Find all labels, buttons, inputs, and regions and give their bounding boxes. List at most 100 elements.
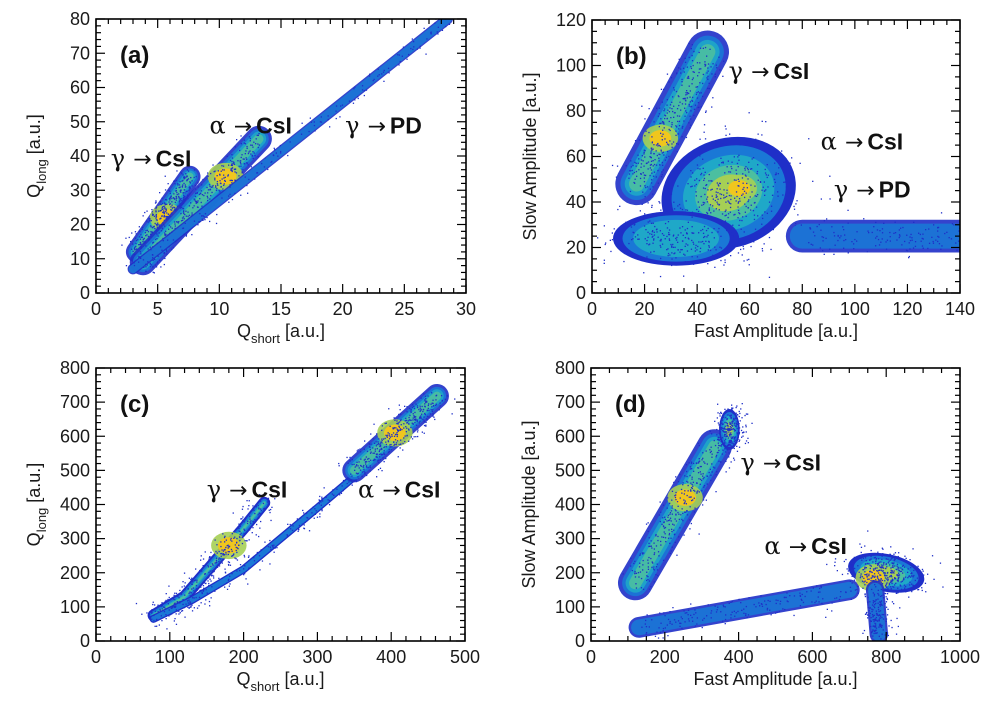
data-point bbox=[133, 253, 135, 256]
data-point bbox=[912, 548, 914, 550]
data-point bbox=[743, 608, 745, 610]
data-point bbox=[246, 522, 249, 525]
data-point bbox=[880, 566, 882, 568]
data-point bbox=[155, 266, 158, 268]
data-point bbox=[797, 214, 799, 216]
data-point bbox=[287, 523, 289, 525]
data-point bbox=[750, 245, 752, 248]
data-point bbox=[694, 625, 697, 627]
data-point bbox=[666, 227, 669, 229]
data-point bbox=[739, 439, 741, 441]
data-point bbox=[696, 617, 698, 619]
data-point bbox=[717, 403, 719, 405]
data-point bbox=[425, 401, 427, 404]
data-point bbox=[669, 611, 671, 613]
data-point bbox=[673, 112, 676, 114]
data-point bbox=[338, 465, 340, 467]
data-point bbox=[722, 161, 724, 163]
data-point bbox=[652, 148, 654, 150]
data-point bbox=[191, 610, 194, 612]
data-point bbox=[686, 112, 688, 114]
data-point bbox=[643, 552, 645, 554]
data-point bbox=[416, 419, 418, 421]
data-point bbox=[639, 554, 641, 556]
data-point bbox=[417, 429, 419, 431]
data-point bbox=[881, 564, 883, 566]
data-point bbox=[219, 174, 221, 176]
data-point bbox=[737, 252, 740, 254]
data-point bbox=[889, 231, 891, 234]
data-point bbox=[893, 603, 895, 605]
data-point bbox=[152, 242, 154, 244]
data-point bbox=[423, 393, 425, 395]
data-point bbox=[707, 70, 709, 72]
data-point bbox=[192, 580, 194, 582]
y-tick-label: 500 bbox=[555, 460, 585, 480]
data-point bbox=[257, 134, 259, 136]
data-point bbox=[834, 558, 837, 560]
data-point bbox=[187, 170, 190, 172]
data-point bbox=[231, 555, 234, 557]
data-point bbox=[156, 224, 158, 227]
data-point bbox=[186, 180, 188, 182]
data-point bbox=[918, 588, 920, 591]
data-point bbox=[744, 211, 746, 213]
data-point bbox=[219, 180, 221, 182]
data-point bbox=[674, 518, 676, 520]
data-point bbox=[149, 262, 151, 264]
data-point bbox=[870, 620, 872, 622]
data-point bbox=[157, 255, 159, 257]
data-point bbox=[200, 586, 202, 588]
data-point bbox=[625, 165, 627, 167]
data-point bbox=[174, 599, 176, 601]
data-point bbox=[647, 578, 649, 581]
data-point bbox=[238, 175, 240, 177]
data-point bbox=[365, 461, 367, 463]
data-point bbox=[145, 229, 147, 232]
data-point bbox=[396, 428, 398, 430]
data-point bbox=[881, 633, 883, 635]
data-point bbox=[679, 473, 681, 476]
data-point bbox=[686, 209, 689, 211]
data-point bbox=[251, 532, 253, 534]
data-point bbox=[189, 606, 191, 608]
data-point bbox=[638, 576, 640, 578]
data-point bbox=[640, 166, 642, 168]
data-point bbox=[228, 164, 230, 166]
data-point bbox=[713, 141, 716, 143]
data-point bbox=[701, 626, 703, 629]
data-point bbox=[253, 557, 255, 559]
data-point bbox=[155, 213, 157, 216]
data-point bbox=[738, 154, 740, 156]
data-point bbox=[380, 454, 382, 456]
data-point bbox=[686, 494, 688, 497]
data-point bbox=[761, 605, 764, 607]
data-point bbox=[711, 195, 713, 197]
data-point bbox=[150, 225, 152, 227]
data-point bbox=[214, 590, 216, 592]
data-point bbox=[359, 448, 361, 450]
data-point bbox=[678, 115, 681, 117]
data-point bbox=[887, 571, 889, 574]
data-point bbox=[738, 423, 740, 425]
data-point bbox=[917, 589, 919, 591]
population-alpha-CsI bbox=[338, 383, 456, 488]
data-point bbox=[239, 160, 241, 162]
data-point bbox=[252, 507, 254, 509]
data-point bbox=[847, 570, 850, 572]
data-point bbox=[233, 553, 235, 555]
data-point bbox=[210, 172, 212, 175]
data-point bbox=[771, 194, 774, 196]
data-point bbox=[877, 598, 879, 600]
data-point bbox=[729, 211, 731, 213]
data-point bbox=[737, 202, 739, 204]
data-point bbox=[681, 103, 684, 105]
data-point bbox=[410, 47, 412, 50]
data-point bbox=[378, 450, 380, 453]
x-axis-label: Fast Amplitude [a.u.] bbox=[693, 669, 857, 689]
data-point bbox=[398, 443, 400, 446]
data-point bbox=[179, 200, 181, 202]
data-point bbox=[435, 403, 438, 405]
data-point bbox=[745, 431, 747, 433]
y-axis-label-sub: long bbox=[34, 159, 49, 184]
